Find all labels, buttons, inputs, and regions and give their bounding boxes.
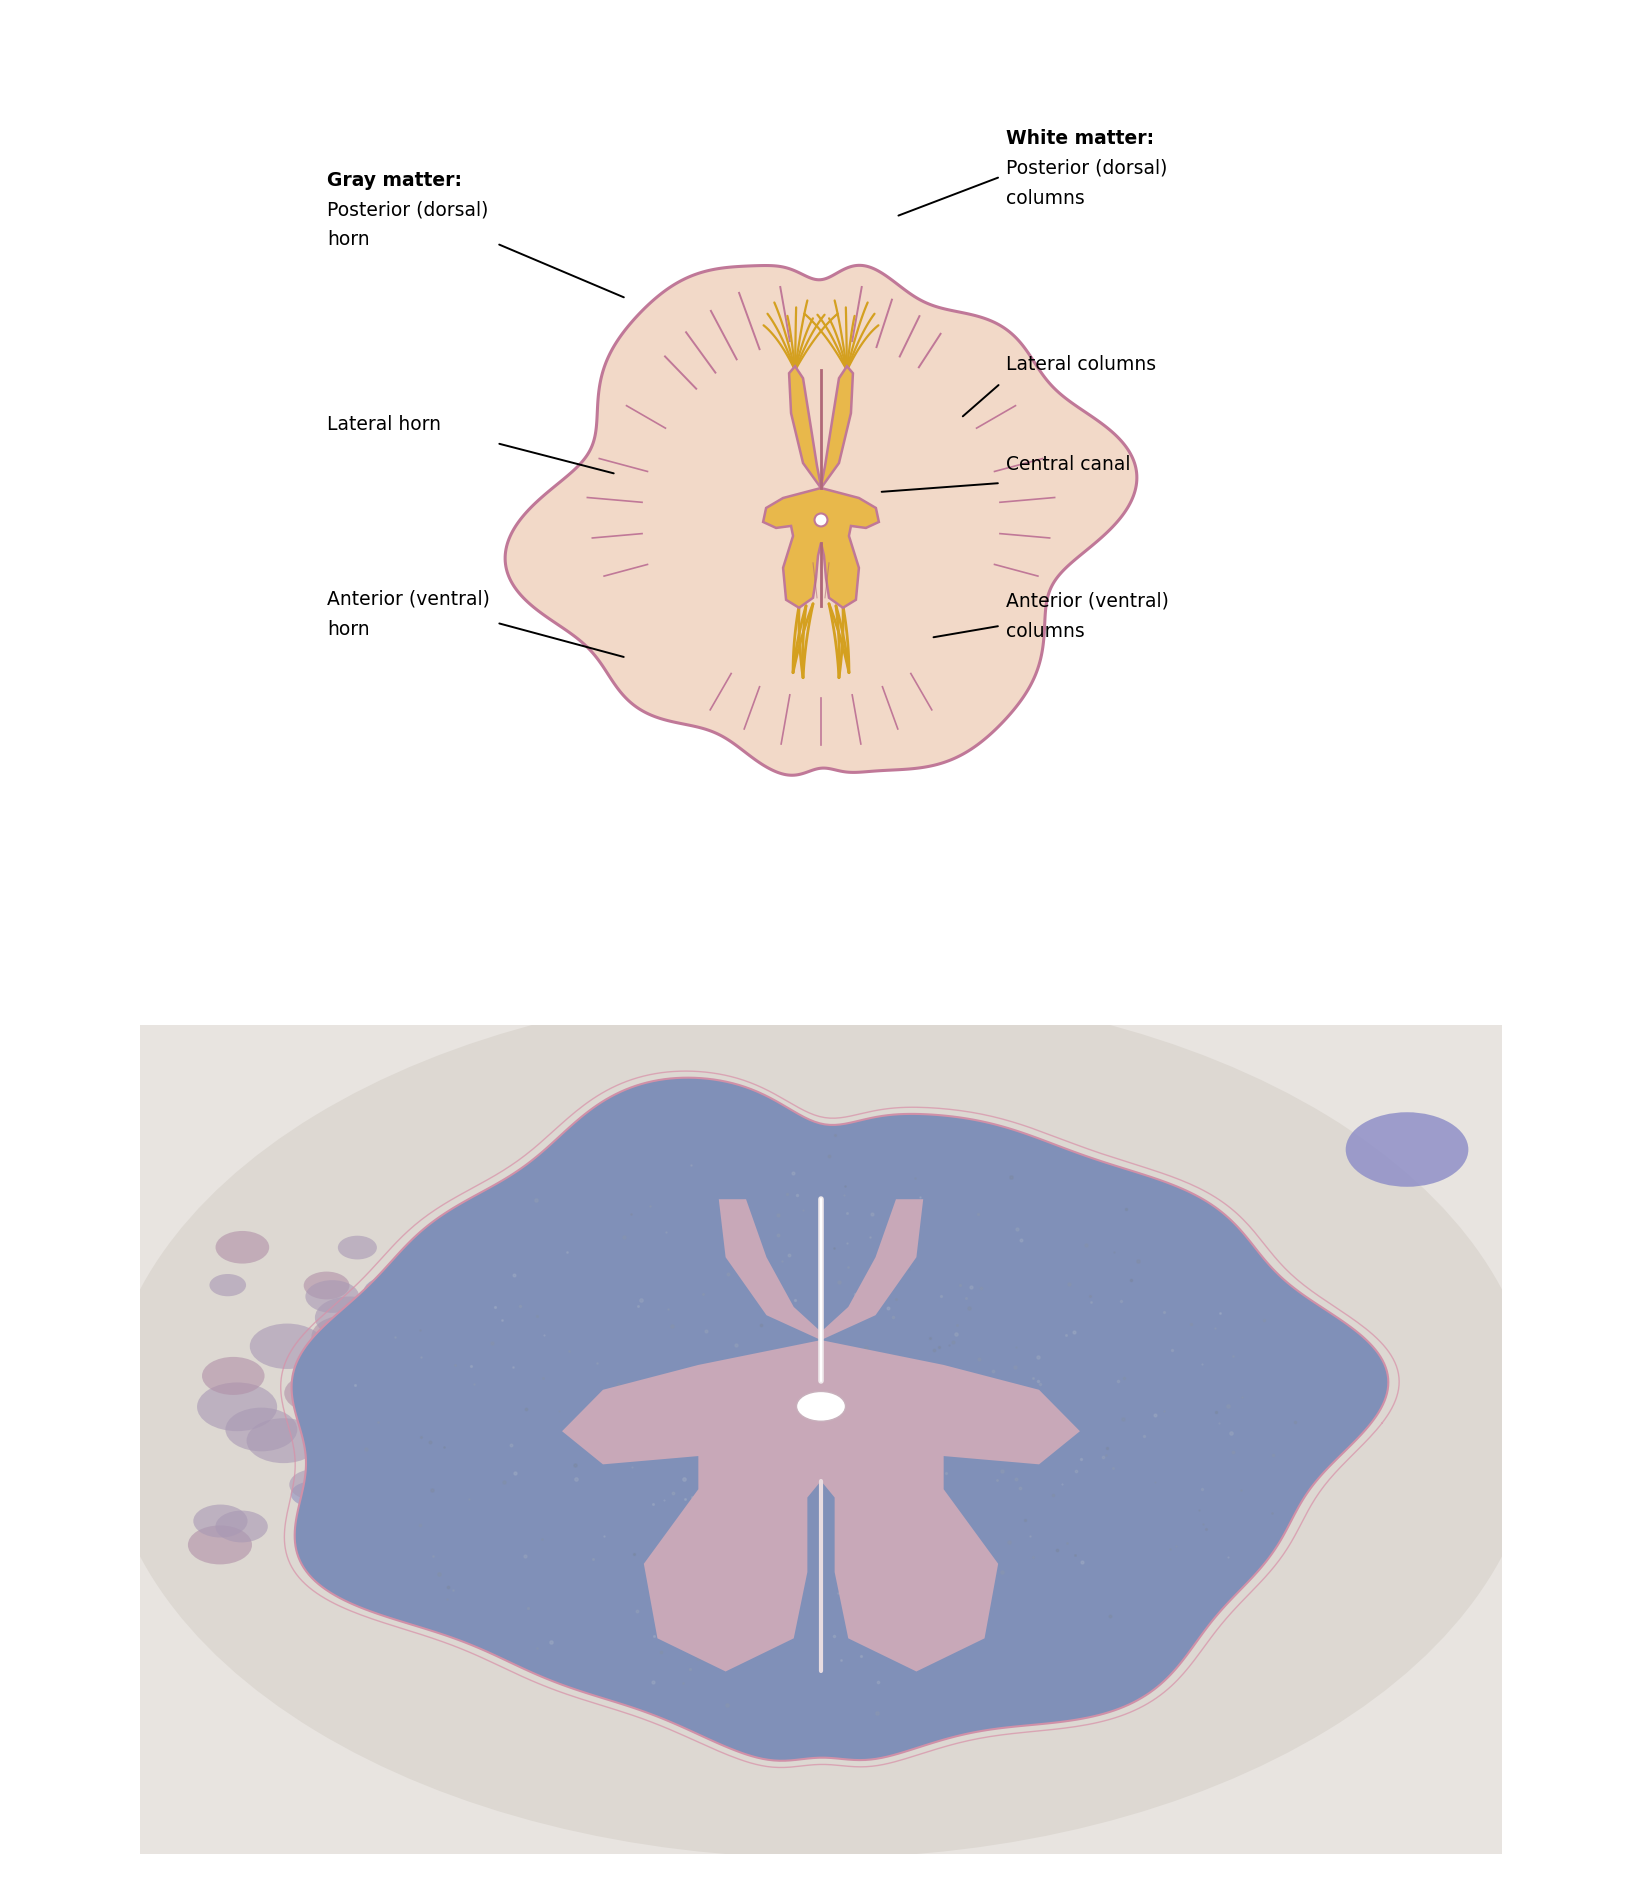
Text: Central canal: Central canal [1005,455,1130,474]
Circle shape [366,1549,432,1588]
Circle shape [1346,1112,1468,1188]
Circle shape [202,1357,264,1395]
Circle shape [360,1560,433,1605]
Polygon shape [292,1078,1389,1762]
Ellipse shape [105,988,1537,1858]
Circle shape [322,1558,379,1594]
Circle shape [414,1425,496,1475]
Circle shape [432,1487,514,1538]
Circle shape [345,1376,386,1400]
Circle shape [338,1236,378,1259]
Circle shape [312,1504,388,1549]
Circle shape [363,1276,415,1308]
Polygon shape [562,1199,1080,1671]
Circle shape [381,1366,424,1393]
Circle shape [438,1246,516,1295]
Circle shape [215,1231,269,1265]
Text: Anterior (ventral): Anterior (ventral) [1005,591,1169,610]
Circle shape [369,1496,429,1532]
Text: horn: horn [327,230,369,248]
Circle shape [312,1316,381,1357]
Circle shape [215,1511,268,1543]
Circle shape [305,1280,360,1314]
Text: horn: horn [327,619,369,638]
Circle shape [304,1272,350,1300]
Text: Gray matter:: Gray matter: [327,171,461,190]
Circle shape [332,1366,373,1391]
Circle shape [305,1402,365,1438]
Text: columns: columns [1005,188,1084,207]
Circle shape [361,1577,420,1613]
Circle shape [315,1297,384,1340]
Circle shape [417,1547,483,1587]
Text: Anterior (ventral): Anterior (ventral) [327,589,489,608]
Text: Lateral columns: Lateral columns [1005,356,1156,375]
Circle shape [284,1374,348,1413]
Circle shape [210,1274,246,1297]
Circle shape [194,1506,248,1538]
Circle shape [392,1334,465,1380]
Circle shape [461,1432,498,1455]
Polygon shape [764,367,878,608]
Text: Lateral horn: Lateral horn [327,414,442,435]
Text: White matter:: White matter: [1005,128,1154,147]
Circle shape [401,1521,443,1547]
Circle shape [396,1321,458,1359]
Text: Posterior (dorsal): Posterior (dorsal) [327,201,488,220]
Circle shape [289,1470,340,1500]
Circle shape [796,1391,846,1421]
Circle shape [291,1481,332,1507]
Circle shape [197,1383,277,1432]
Circle shape [246,1419,320,1464]
Text: columns: columns [1005,621,1084,640]
Circle shape [187,1526,251,1564]
Circle shape [814,514,828,527]
Text: Posterior (dorsal): Posterior (dorsal) [1005,158,1167,177]
Circle shape [414,1227,493,1274]
Circle shape [415,1539,471,1575]
Circle shape [250,1323,325,1370]
Polygon shape [506,265,1136,775]
Circle shape [371,1359,433,1396]
Circle shape [225,1408,297,1451]
